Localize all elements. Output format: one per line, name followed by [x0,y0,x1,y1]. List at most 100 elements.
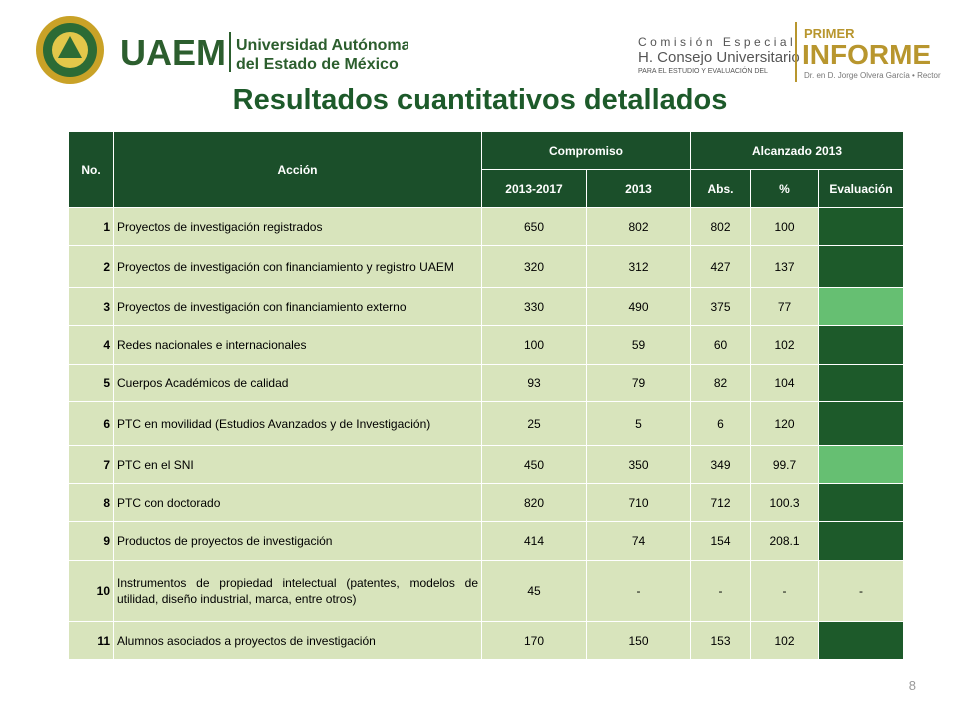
logo-line: del Estado de México [236,56,399,73]
evaluation-cell [818,287,904,326]
table-cell: 8 [68,483,114,522]
table-cell: 5 [68,364,114,402]
table-row: 1 Proyectos de investigación registrados 6… [68,207,904,246]
evaluation-cell [818,401,904,446]
evaluation-cell [818,521,904,561]
table-cell: 82 [690,364,751,402]
table-cell: 6 [68,401,114,446]
evaluation-cell: - [818,560,904,622]
table-cell: 312 [586,245,691,288]
header-cell: % [750,169,819,208]
table-cell: 710 [586,483,691,522]
table-cell: 6 [690,401,751,446]
logo-right: Comisión Especial H. Consejo Universitar… [638,22,941,82]
header-cell: 2013-2017 [481,169,587,208]
table-cell: - [750,560,819,622]
table-cell: 11 [68,621,114,660]
table-cell: 104 [750,364,819,402]
table-row: 3 Proyectos de investigación con financia… [68,287,904,326]
table-cell: 102 [750,621,819,660]
table-cell: 427 [690,245,751,288]
table-cell: 7 [68,445,114,484]
table-cell: 375 [690,287,751,326]
table-row: 9 Productos de proyectos de investigación… [68,521,904,561]
table-row: 8 PTC con doctorado 820 710 712 100.3 [68,483,904,522]
table-cell: 150 [586,621,691,660]
logo-line: Universidad Autónoma [236,37,408,54]
table-cell: 120 [750,401,819,446]
table-cell: Proyectos de investigación registrados [113,207,482,246]
table-cell: 490 [586,287,691,326]
table-cell: 102 [750,325,819,365]
table-cell: 59 [586,325,691,365]
table-cell: 45 [481,560,587,622]
table-cell: - [586,560,691,622]
table-row: 4 Redes nacionales e internacionales 100 59… [68,325,904,365]
table-cell: 820 [481,483,587,522]
logo-uaem: UAEM [120,32,226,73]
table-cell: 10 [68,560,114,622]
evaluation-cell [818,207,904,246]
table-cell: 154 [690,521,751,561]
table-cell: 1 [68,207,114,246]
table-cell: 3 [68,287,114,326]
table-cell: 170 [481,621,587,660]
table-cell: Proyectos de investigación con financiam… [113,245,482,288]
table-cell: Proyectos de investigación con financiam… [113,287,482,326]
table-cell: - [690,560,751,622]
table-cell: 153 [690,621,751,660]
table-cell: 330 [481,287,587,326]
table-cell: Alumnos asociados a proyectos de investi… [113,621,482,660]
seal-emblem [58,36,82,58]
page-number: 8 [908,678,916,693]
table-cell: 77 [750,287,819,326]
table-cell: PTC con doctorado [113,483,482,522]
evaluation-cell [818,621,904,660]
table-cell: 802 [690,207,751,246]
logo-line: PARA EL ESTUDIO Y EVALUACIÓN DEL [638,66,768,75]
table-row: 11 Alumnos asociados a proyectos de inves… [68,621,904,660]
header-cell: Alcanzado 2013 [690,131,904,170]
table: No. Acción Compromiso Alcanzado 2013 201… [68,131,904,660]
evaluation-cell [818,483,904,522]
table-cell: Redes nacionales e internacionales [113,325,482,365]
table-cell: 320 [481,245,587,288]
table-cell: PTC en movilidad (Estudios Avanzados y d… [113,401,482,446]
table-row: 5 Cuerpos Académicos de calidad 93 79 82 104 [68,364,904,402]
logo-brand: Dr. en D. Jorge Olvera García • Rector [804,71,941,80]
table-cell: 9 [68,521,114,561]
table-cell: 99.7 [750,445,819,484]
table-cell: 137 [750,245,819,288]
table-cell: 208.1 [750,521,819,561]
table-cell: 100.3 [750,483,819,522]
table-cell: Instrumentos de propiedad intelectual (p… [113,560,482,622]
table-cell: 4 [68,325,114,365]
table-cell: 450 [481,445,587,484]
table-cell: 650 [481,207,587,246]
table-cell: Productos de proyectos de investigación [113,521,482,561]
logo-brand: INFORME [802,39,931,70]
table-cell: 712 [690,483,751,522]
table-cell: 60 [690,325,751,365]
table-cell: Cuerpos Académicos de calidad [113,364,482,402]
table-cell: 414 [481,521,587,561]
title: Resultados cuantitativos detallados [232,84,728,116]
table-row: 10 Instrumentos de propiedad intelectual … [68,560,904,622]
header-cell: 2013 [586,169,691,208]
table-cell: 93 [481,364,587,402]
header-cell: Compromiso [481,131,691,170]
table-cell: 349 [690,445,751,484]
table-cell: 25 [481,401,587,446]
table-cell: 2 [68,245,114,288]
table-cell: 5 [586,401,691,446]
table-cell: 100 [481,325,587,365]
logo-brand: PRIMER [804,26,855,41]
table-cell: 100 [750,207,819,246]
table-cell: 79 [586,364,691,402]
table-row: 2 Proyectos de investigación con financia… [68,245,904,288]
header-cell: Abs. [690,169,751,208]
logo-left: UAEM Universidad Autónoma del Estado de … [36,16,408,84]
logo-line: H. Consejo Universitario [638,49,800,66]
evaluation-cell [818,245,904,288]
